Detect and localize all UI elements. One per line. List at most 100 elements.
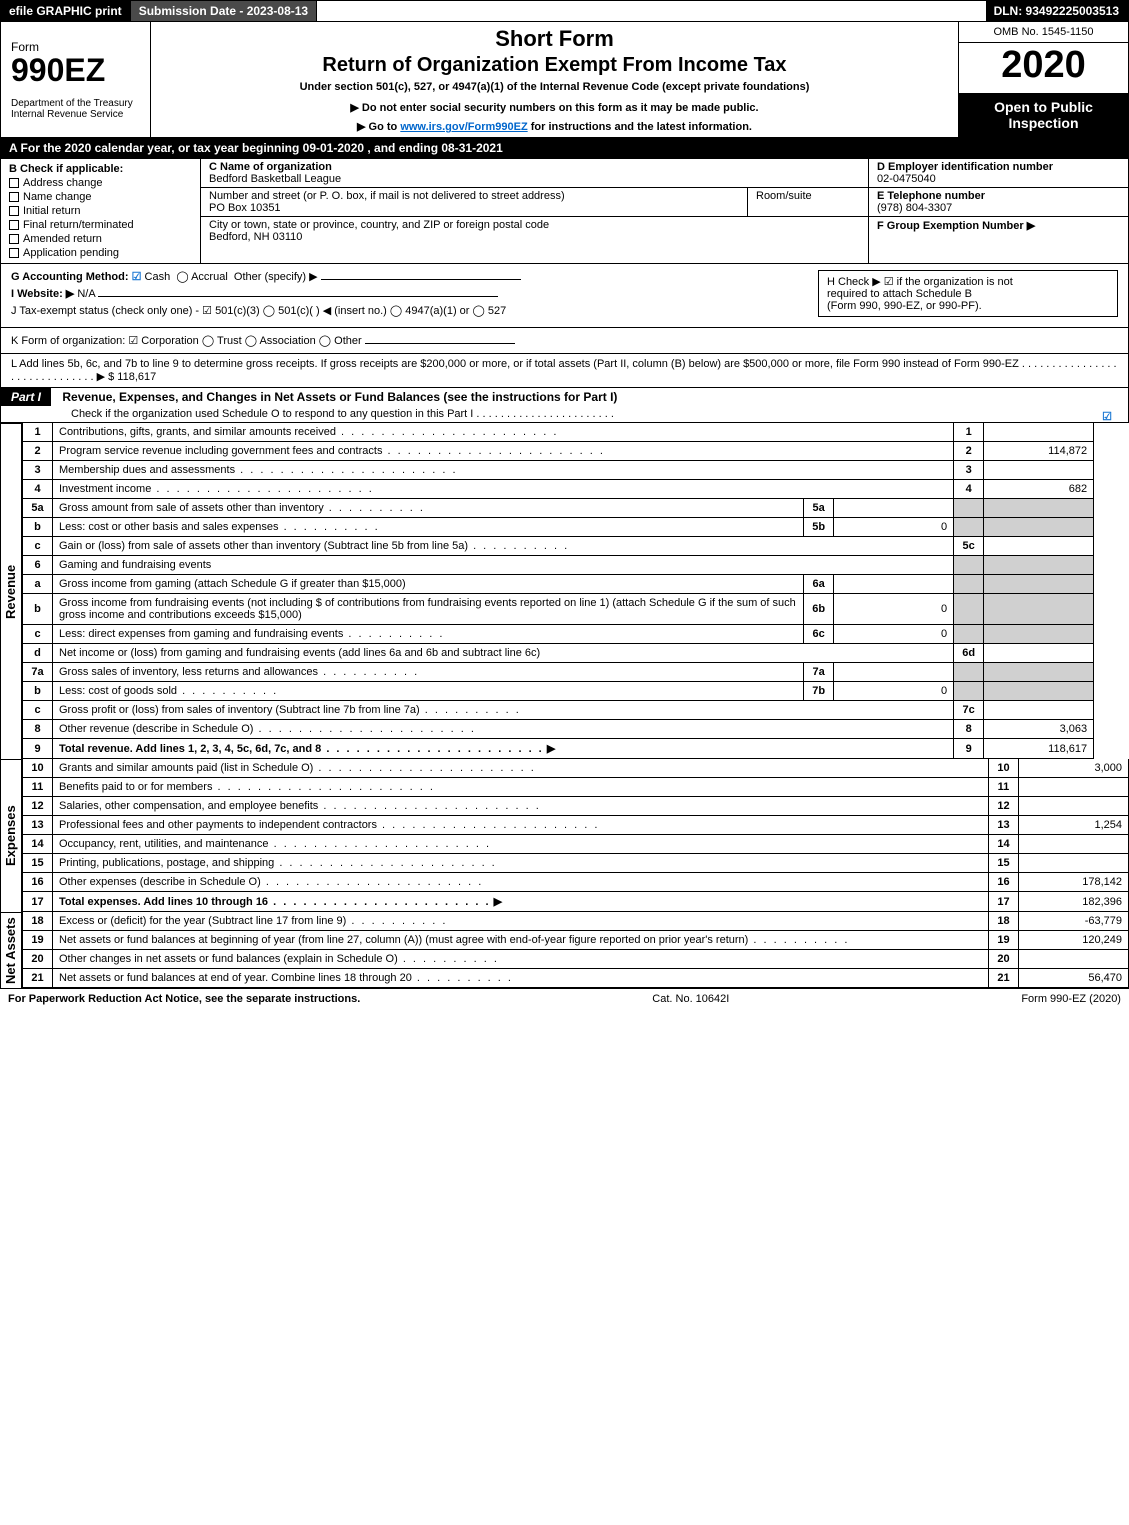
section-k-text: K Form of organization: ☑ Corporation ◯ … [11, 335, 362, 347]
sub-6a: 6a [804, 575, 834, 594]
line-10: 10 Grants and similar amounts paid (list… [23, 759, 1129, 778]
form-identifier: Form 990EZ Department of the Treasury In… [1, 22, 151, 137]
arrow-icon: ▶ [547, 743, 555, 755]
desc-5c: Gain or (loss) from sale of assets other… [59, 540, 569, 552]
subamt-5a [834, 499, 954, 518]
amt-4: 682 [984, 480, 1094, 499]
g-accrual: Accrual [191, 271, 228, 283]
section-h-line2: required to attach Schedule B [827, 288, 1109, 300]
addr-value: PO Box 10351 [209, 202, 281, 214]
lineno-6b: b [23, 594, 53, 625]
amt-7a-shade [984, 663, 1094, 682]
section-b: B Check if applicable: Address change Na… [1, 159, 201, 263]
expenses-section: Expenses 10 Grants and similar amounts p… [0, 759, 1129, 912]
submission-date: Submission Date - 2023-08-13 [131, 1, 317, 21]
subamt-6b: 0 [834, 594, 954, 625]
line-9: 9 Total revenue. Add lines 1, 2, 3, 4, 5… [23, 739, 1094, 759]
lineno-16: 16 [23, 873, 53, 892]
check-icon: ☑ [132, 271, 142, 283]
desc-6a: Gross income from gaming (attach Schedul… [53, 575, 804, 594]
line-16: 16 Other expenses (describe in Schedule … [23, 873, 1129, 892]
checkbox-application-pending[interactable]: Application pending [9, 247, 192, 259]
lineno-6: 6 [23, 556, 53, 575]
section-f: F Group Exemption Number ▶ [869, 217, 1128, 234]
checkbox-final-return[interactable]: Final return/terminated [9, 219, 192, 231]
revenue-vert-label: Revenue [0, 423, 22, 759]
schedule-o-check-icon: ☑ [1094, 408, 1120, 425]
net-assets-section: Net Assets 18 Excess or (deficit) for th… [0, 912, 1129, 988]
section-e-label: E Telephone number [877, 190, 985, 202]
sub-5a: 5a [804, 499, 834, 518]
colno-7b-shade [954, 682, 984, 701]
lineno-18: 18 [23, 912, 53, 931]
section-f-label: F Group Exemption Number ▶ [877, 220, 1035, 232]
net-assets-table: 18 Excess or (deficit) for the year (Sub… [22, 912, 1129, 988]
checkbox-address-change[interactable]: Address change [9, 177, 192, 189]
colno-14: 14 [989, 835, 1019, 854]
amt-13: 1,254 [1019, 816, 1129, 835]
goto-suffix: for instructions and the latest informat… [531, 121, 752, 133]
colno-1: 1 [954, 423, 984, 442]
short-form-title: Short Form [161, 26, 948, 52]
lineno-11: 11 [23, 778, 53, 797]
colno-2: 2 [954, 442, 984, 461]
desc-5b: Less: cost or other basis and sales expe… [59, 521, 380, 533]
irs-link[interactable]: www.irs.gov/Form990EZ [400, 121, 527, 133]
page-footer: For Paperwork Reduction Act Notice, see … [0, 988, 1129, 1009]
opt-address-change: Address change [23, 177, 103, 189]
checkbox-name-change[interactable]: Name change [9, 191, 192, 203]
lineno-7c: c [23, 701, 53, 720]
website-value: N/A [77, 288, 95, 300]
colno-4: 4 [954, 480, 984, 499]
lineno-6c: c [23, 625, 53, 644]
lineno-6d: d [23, 644, 53, 663]
room-label: Room/suite [756, 190, 812, 202]
line-5b: b Less: cost or other basis and sales ex… [23, 518, 1094, 537]
checkbox-icon [9, 192, 19, 202]
open-public-inspection: Open to Public Inspection [959, 93, 1128, 137]
colno-10: 10 [989, 759, 1019, 778]
subamt-7a [834, 663, 954, 682]
dept-treasury: Department of the Treasury [11, 98, 140, 109]
amt-6b-shade [984, 594, 1094, 625]
do-not-enter-text: ▶ Do not enter social security numbers o… [161, 101, 948, 114]
desc-14: Occupancy, rent, utilities, and maintena… [59, 838, 491, 850]
lineno-9: 9 [23, 739, 53, 759]
opt-amended-return: Amended return [23, 233, 102, 245]
amt-7c [984, 701, 1094, 720]
colno-21: 21 [989, 969, 1019, 988]
amt-16: 178,142 [1019, 873, 1129, 892]
desc-4: Investment income [59, 483, 374, 495]
amt-1 [984, 423, 1094, 442]
expenses-vert-label: Expenses [0, 759, 22, 912]
info-block-ghijk: H Check ▶ ☑ if the organization is not r… [0, 264, 1129, 328]
amt-21: 56,470 [1019, 969, 1129, 988]
checkbox-initial-return[interactable]: Initial return [9, 205, 192, 217]
lineno-7b: b [23, 682, 53, 701]
desc-6c: Less: direct expenses from gaming and fu… [59, 628, 444, 640]
form-number: 990EZ [11, 54, 140, 86]
colno-12: 12 [989, 797, 1019, 816]
amt-10: 3,000 [1019, 759, 1129, 778]
lineno-14: 14 [23, 835, 53, 854]
amt-6a-shade [984, 575, 1094, 594]
colno-5c: 5c [954, 537, 984, 556]
colno-19: 19 [989, 931, 1019, 950]
colno-6-shade [954, 556, 984, 575]
line-15: 15 Printing, publications, postage, and … [23, 854, 1129, 873]
line-21: 21 Net assets or fund balances at end of… [23, 969, 1129, 988]
expenses-table: 10 Grants and similar amounts paid (list… [22, 759, 1129, 912]
city-row: City or town, state or province, country… [201, 217, 868, 245]
efile-graphic-print[interactable]: efile GRAPHIC print [1, 1, 131, 21]
amt-12 [1019, 797, 1129, 816]
part-1-subtext: Check if the organization used Schedule … [1, 406, 1128, 422]
desc-21: Net assets or fund balances at end of ye… [59, 972, 513, 984]
subamt-5b: 0 [834, 518, 954, 537]
desc-19: Net assets or fund balances at beginning… [59, 934, 849, 946]
opt-initial-return: Initial return [23, 205, 80, 217]
amt-8: 3,063 [984, 720, 1094, 739]
checkbox-amended-return[interactable]: Amended return [9, 233, 192, 245]
colno-9: 9 [954, 739, 984, 759]
desc-6: Gaming and fundraising events [53, 556, 954, 575]
section-h-line1: H Check ▶ ☑ if the organization is not [827, 275, 1109, 288]
